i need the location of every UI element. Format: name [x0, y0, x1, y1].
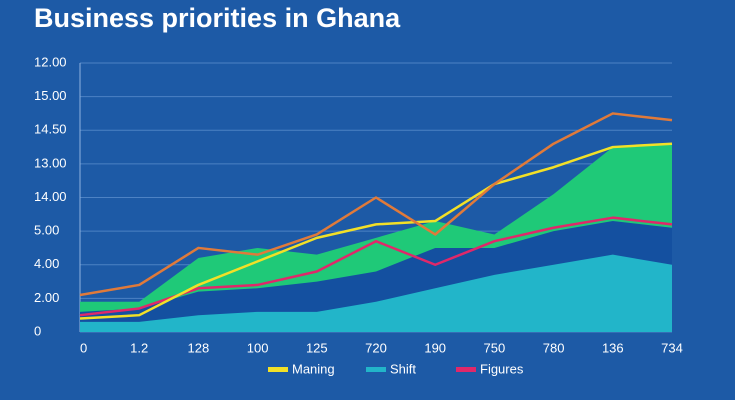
- y-tick-label: 0: [34, 323, 41, 338]
- x-tick-label: 720: [365, 340, 387, 355]
- y-tick-label: 14.00: [34, 189, 67, 204]
- legend-label: Maning: [292, 361, 335, 376]
- legend-swatch: [366, 367, 386, 372]
- legend-swatch: [268, 367, 288, 372]
- y-tick-label: 13.00: [34, 155, 67, 170]
- y-tick-label: 4.00: [34, 256, 59, 271]
- legend-swatch: [456, 367, 476, 372]
- x-tick-label: 750: [484, 340, 506, 355]
- x-tick-label: 128: [188, 340, 210, 355]
- x-tick-label: 190: [424, 340, 446, 355]
- y-tick-label: 5.00: [34, 223, 59, 238]
- x-tick-label: 0: [80, 340, 87, 355]
- x-tick-label: 136: [602, 340, 624, 355]
- y-tick-label: 12.00: [34, 54, 67, 69]
- x-tick-label: 780: [543, 340, 565, 355]
- legend-label: Figures: [480, 361, 524, 376]
- x-tick-label: 125: [306, 340, 328, 355]
- line: [79, 112, 673, 297]
- y-tick-label: 14.50: [34, 122, 67, 137]
- y-tick-label: 2.00: [34, 290, 59, 305]
- x-tick-label: 1.2: [130, 340, 148, 355]
- line: [79, 142, 673, 320]
- y-tick-label: 15.00: [34, 88, 67, 103]
- x-tick-label: 100: [247, 340, 269, 355]
- area: [80, 254, 672, 332]
- legend-label: Shift: [390, 361, 416, 376]
- chart-title: Business priorities in Ghana: [34, 3, 401, 33]
- x-tick-label: 734: [661, 340, 683, 355]
